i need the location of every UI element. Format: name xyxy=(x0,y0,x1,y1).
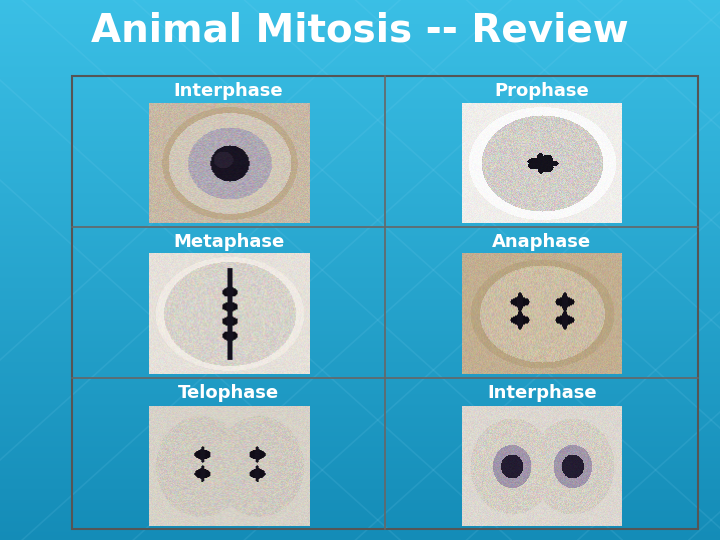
Text: Anaphase: Anaphase xyxy=(492,233,591,251)
Text: Animal Mitosis -- Review: Animal Mitosis -- Review xyxy=(91,11,629,49)
Text: Metaphase: Metaphase xyxy=(173,233,284,251)
Text: Interphase: Interphase xyxy=(174,82,284,100)
Text: Prophase: Prophase xyxy=(495,82,589,100)
Text: Telophase: Telophase xyxy=(178,384,279,402)
Bar xyxy=(72,76,698,529)
Text: Interphase: Interphase xyxy=(487,384,597,402)
